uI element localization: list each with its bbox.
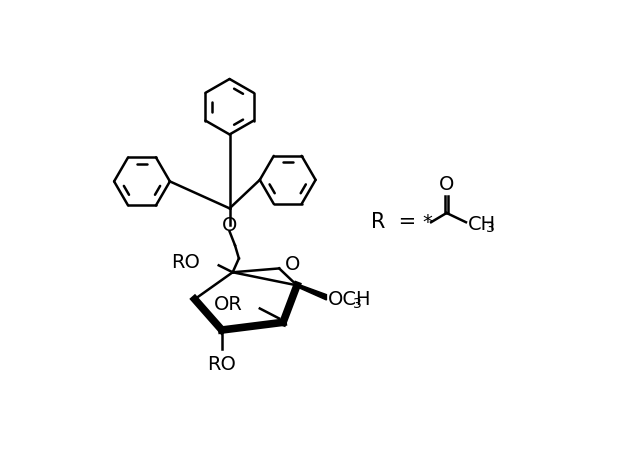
Text: O: O <box>285 255 300 274</box>
Polygon shape <box>297 284 326 300</box>
Text: O: O <box>439 175 454 194</box>
Text: RO: RO <box>207 355 236 374</box>
Text: 3: 3 <box>353 297 362 311</box>
Text: 3: 3 <box>486 222 495 236</box>
Text: RO: RO <box>172 253 200 272</box>
Text: OR: OR <box>214 295 243 314</box>
Text: R  =: R = <box>371 212 416 232</box>
Text: OCH: OCH <box>328 290 371 309</box>
Text: O: O <box>222 216 237 235</box>
Text: *: * <box>422 213 432 232</box>
Text: CH: CH <box>467 215 495 234</box>
